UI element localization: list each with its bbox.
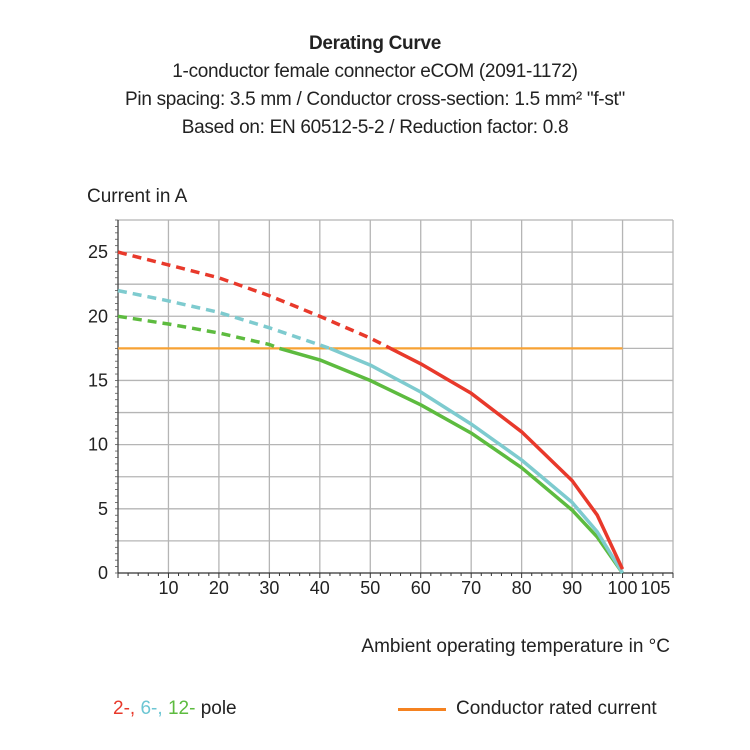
y-tick-label: 5	[98, 499, 108, 519]
legend-rated-label: Conductor rated current	[456, 698, 657, 719]
x-tick-label: 60	[411, 578, 431, 598]
series-12-pole-dashed	[117, 314, 281, 351]
chart-titles: Derating Curve 1-conductor female connec…	[0, 30, 750, 142]
x-tick-label: 50	[360, 578, 380, 598]
series-12-pole-solid	[279, 346, 624, 575]
y-tick-label: 10	[88, 435, 108, 455]
series-6-pole-solid	[329, 346, 624, 574]
x-tick-label: 105	[640, 578, 670, 598]
y-tick-label: 0	[98, 563, 108, 583]
x-tick-label: 30	[259, 578, 279, 598]
x-tick-label: 70	[461, 578, 481, 598]
y-tick-label: 25	[88, 242, 108, 262]
x-tick-label: 80	[512, 578, 532, 598]
legend-2-pole: 2-,	[113, 698, 136, 719]
series-6-pole-dashed	[117, 288, 331, 351]
legend-12-pole: 12-	[167, 698, 196, 719]
legend-6-pole: 6-,	[140, 698, 163, 719]
x-tick-label: 100	[608, 578, 638, 598]
chart-subtitle-1: 1-conductor female connector eCOM (2091-…	[172, 61, 578, 82]
y-tick-label: 15	[88, 370, 108, 390]
series-2-pole-solid	[389, 346, 625, 570]
series-2-pole-dashed	[117, 250, 392, 350]
x-axis-label: Ambient operating temperature in °C	[361, 636, 670, 657]
x-tick-label: 20	[209, 578, 229, 598]
x-tick-label: 90	[562, 578, 582, 598]
legend-poles: 2-, 6-, 12- pole	[113, 698, 237, 720]
chart-subtitle-2: Pin spacing: 3.5 mm / Conductor cross-se…	[125, 89, 625, 110]
legend-rated-swatch	[398, 707, 446, 711]
legend-rated-current: Conductor rated current	[398, 698, 657, 720]
legend-pole-suffix: pole	[200, 698, 237, 719]
x-tick-label: 10	[158, 578, 178, 598]
y-tick-label: 20	[88, 306, 108, 326]
chart-title: Derating Curve	[308, 33, 441, 54]
chart-subtitle-3: Based on: EN 60512-5-2 / Reduction facto…	[181, 117, 569, 138]
x-tick-label: 40	[310, 578, 330, 598]
y-axis-label: Current in A	[87, 186, 188, 207]
